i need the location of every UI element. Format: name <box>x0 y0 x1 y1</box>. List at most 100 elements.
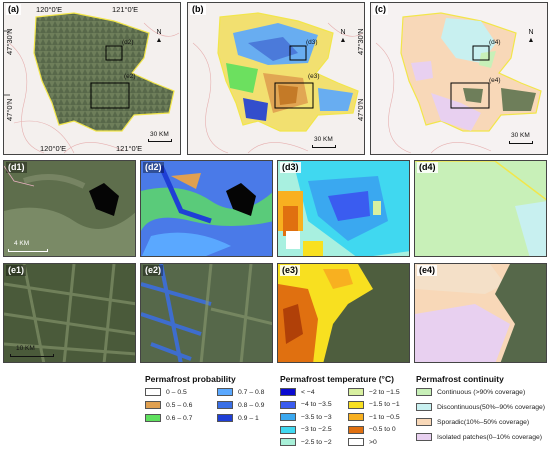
coord-bottom-left: 120°0'E <box>40 144 67 153</box>
legend-swatch <box>348 438 364 446</box>
panel-label-c: (c) <box>373 4 388 15</box>
panel-label-e2: (e2) <box>143 265 164 276</box>
legend-item-label: Isolated patches(0–10% coverage) <box>437 433 543 441</box>
north-arrow-c: N ▲ <box>527 29 535 44</box>
coord-lat-top: 47°30'N <box>5 28 14 55</box>
panel-label-e1: (e1) <box>6 265 27 276</box>
inset-label-e4: (e4) <box>489 77 501 84</box>
legend-temperature-item: < −4 <box>280 388 315 396</box>
legend-continuity-title: Permafrost continuity <box>416 374 504 384</box>
legend-continuity-item: Discontinuous(50%–90% coverage) <box>416 403 545 411</box>
legend-item-label: Discontinuous(50%–90% coverage) <box>437 403 546 411</box>
panel-e3: (e3) <box>277 263 410 363</box>
panel-label-e3: (e3) <box>280 265 301 276</box>
legend-continuity-item: Sporadic(10%–50% coverage) <box>416 418 529 426</box>
legend-item-label: Sporadic(10%–50% coverage) <box>437 418 530 426</box>
inset-box-d3 <box>289 45 307 61</box>
inset-box-e2 <box>90 82 130 109</box>
legend-temperature-item: −1.5 to −1 <box>348 400 400 409</box>
north-arrow-b: N ▲ <box>339 29 347 44</box>
image-d4 <box>415 161 546 256</box>
image-e1 <box>4 264 135 362</box>
legend-swatch <box>145 414 161 422</box>
legend-swatch <box>280 400 296 409</box>
legend-swatch <box>416 418 432 426</box>
image-d2 <box>141 161 272 256</box>
legend-item-label: Continuous (>90% coverage) <box>437 388 526 396</box>
panel-label-e4: (e4) <box>417 265 438 276</box>
inset-label-e2: (e2) <box>124 73 136 80</box>
image-e4 <box>415 264 546 362</box>
legend-probability-title: Permafrost probability <box>145 374 236 384</box>
legend-swatch <box>416 403 432 411</box>
admin-boundaries <box>8 22 180 154</box>
image-e2 <box>141 264 272 362</box>
legend-probability-item: 0.8 – 0.9 <box>217 401 264 409</box>
inset-label-e3: (e3) <box>308 73 320 80</box>
panel-label-d1: (d1) <box>6 162 27 173</box>
legend-temperature-item: −1 to −0.5 <box>348 413 400 421</box>
coord-lat-mid-b: 47°0'N <box>356 98 365 121</box>
legend-swatch <box>348 425 364 434</box>
scale-label-b: 30 KM <box>314 136 333 143</box>
panel-b: (b) N ▲ (d3) (e3) 47°30'N 47°0'N 30 KM <box>187 2 365 155</box>
legend-item-label: 0.7 – 0.8 <box>238 388 265 396</box>
coord-top-right: 121°0'E <box>112 5 139 14</box>
panel-label-d3: (d3) <box>280 162 301 173</box>
image-e3 <box>278 264 409 362</box>
inset-box-e3 <box>274 82 314 109</box>
legend-probability-item: 0.7 – 0.8 <box>217 388 264 396</box>
panel-e2: (e2) <box>140 263 273 363</box>
scale-label-e1: 10 KM <box>16 345 35 352</box>
legend-swatch <box>280 438 296 446</box>
legend-probability-item: 0.5 – 0.6 <box>145 401 192 409</box>
scale-label-a: 30 KM <box>150 131 169 138</box>
legend-temperature-item: −2.5 to −2 <box>280 438 332 446</box>
legend-swatch <box>217 401 233 409</box>
legend-temperature-title: Permafrost temperature (°C) <box>280 374 394 384</box>
legend-item-label: 0.9 – 1 <box>238 414 259 422</box>
legend-temperature-item: −2 to −1.5 <box>348 388 400 396</box>
panel-label-d4: (d4) <box>417 162 438 173</box>
image-d3 <box>278 161 409 256</box>
panel-d1: (d1) 4 KM <box>3 160 136 257</box>
scale-label-c: 30 KM <box>511 132 530 139</box>
scale-bar-d1 <box>8 249 48 252</box>
inset-box-e4 <box>450 82 490 109</box>
legend-item-label: −3.5 to −3 <box>301 413 332 421</box>
legend-swatch <box>280 388 296 396</box>
scale-bar-a <box>148 139 172 142</box>
legend-swatch <box>416 388 432 396</box>
coord-top-left: 120°0'E <box>36 5 63 14</box>
legend-probability-item: 0 – 0.5 <box>145 388 187 396</box>
panel-e4: (e4) <box>414 263 547 363</box>
legend-swatch <box>348 400 364 409</box>
coord-bottom-right: 121°0'E <box>116 144 143 153</box>
map-c <box>375 12 542 154</box>
probability-fill <box>226 23 353 121</box>
legend-swatch <box>280 425 296 434</box>
legend-item-label: −1.5 to −1 <box>369 401 400 408</box>
legend-swatch <box>348 388 364 396</box>
scale-label-d1: 4 KM <box>14 240 30 247</box>
legend-item-label: 0.8 – 0.9 <box>238 401 265 409</box>
panel-d2: (d2) <box>140 160 273 257</box>
legend-swatch <box>280 413 296 421</box>
panel-label-b: (b) <box>190 4 206 15</box>
panel-label-d2: (d2) <box>143 162 164 173</box>
legend-temperature-item: −4 to −3.5 <box>280 400 332 409</box>
legend-continuity-item: Continuous (>90% coverage) <box>416 388 525 396</box>
panel-d3: (d3) <box>277 160 410 257</box>
panel-label-a: (a) <box>6 4 21 15</box>
legend-swatch <box>416 433 432 441</box>
legend-item-label: 0 – 0.5 <box>166 388 187 396</box>
legend-item-label: −2.5 to −2 <box>301 438 332 446</box>
legend-item-label: −3 to −2.5 <box>301 426 332 433</box>
legend-continuity-item: Isolated patches(0–10% coverage) <box>416 433 542 441</box>
legend-swatch <box>348 413 364 421</box>
legend-swatch <box>145 401 161 409</box>
inset-label-d2: (d2) <box>122 39 134 46</box>
coord-lat-mid: 47°0'N <box>5 98 14 121</box>
legend-swatch <box>217 414 233 422</box>
panel-c: (c) N ▲ (d4) (e4) 30 KM <box>370 2 548 155</box>
